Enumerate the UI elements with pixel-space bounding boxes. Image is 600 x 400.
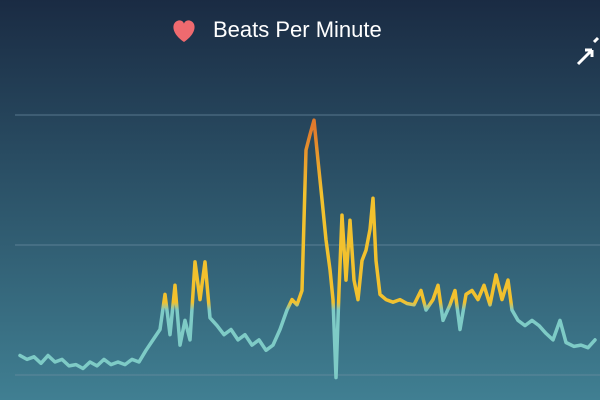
expand-icon[interactable] (576, 36, 600, 66)
chart-title: Beats Per Minute (213, 17, 382, 42)
heart-rate-line (18, 118, 597, 380)
heart-icon (173, 20, 195, 42)
